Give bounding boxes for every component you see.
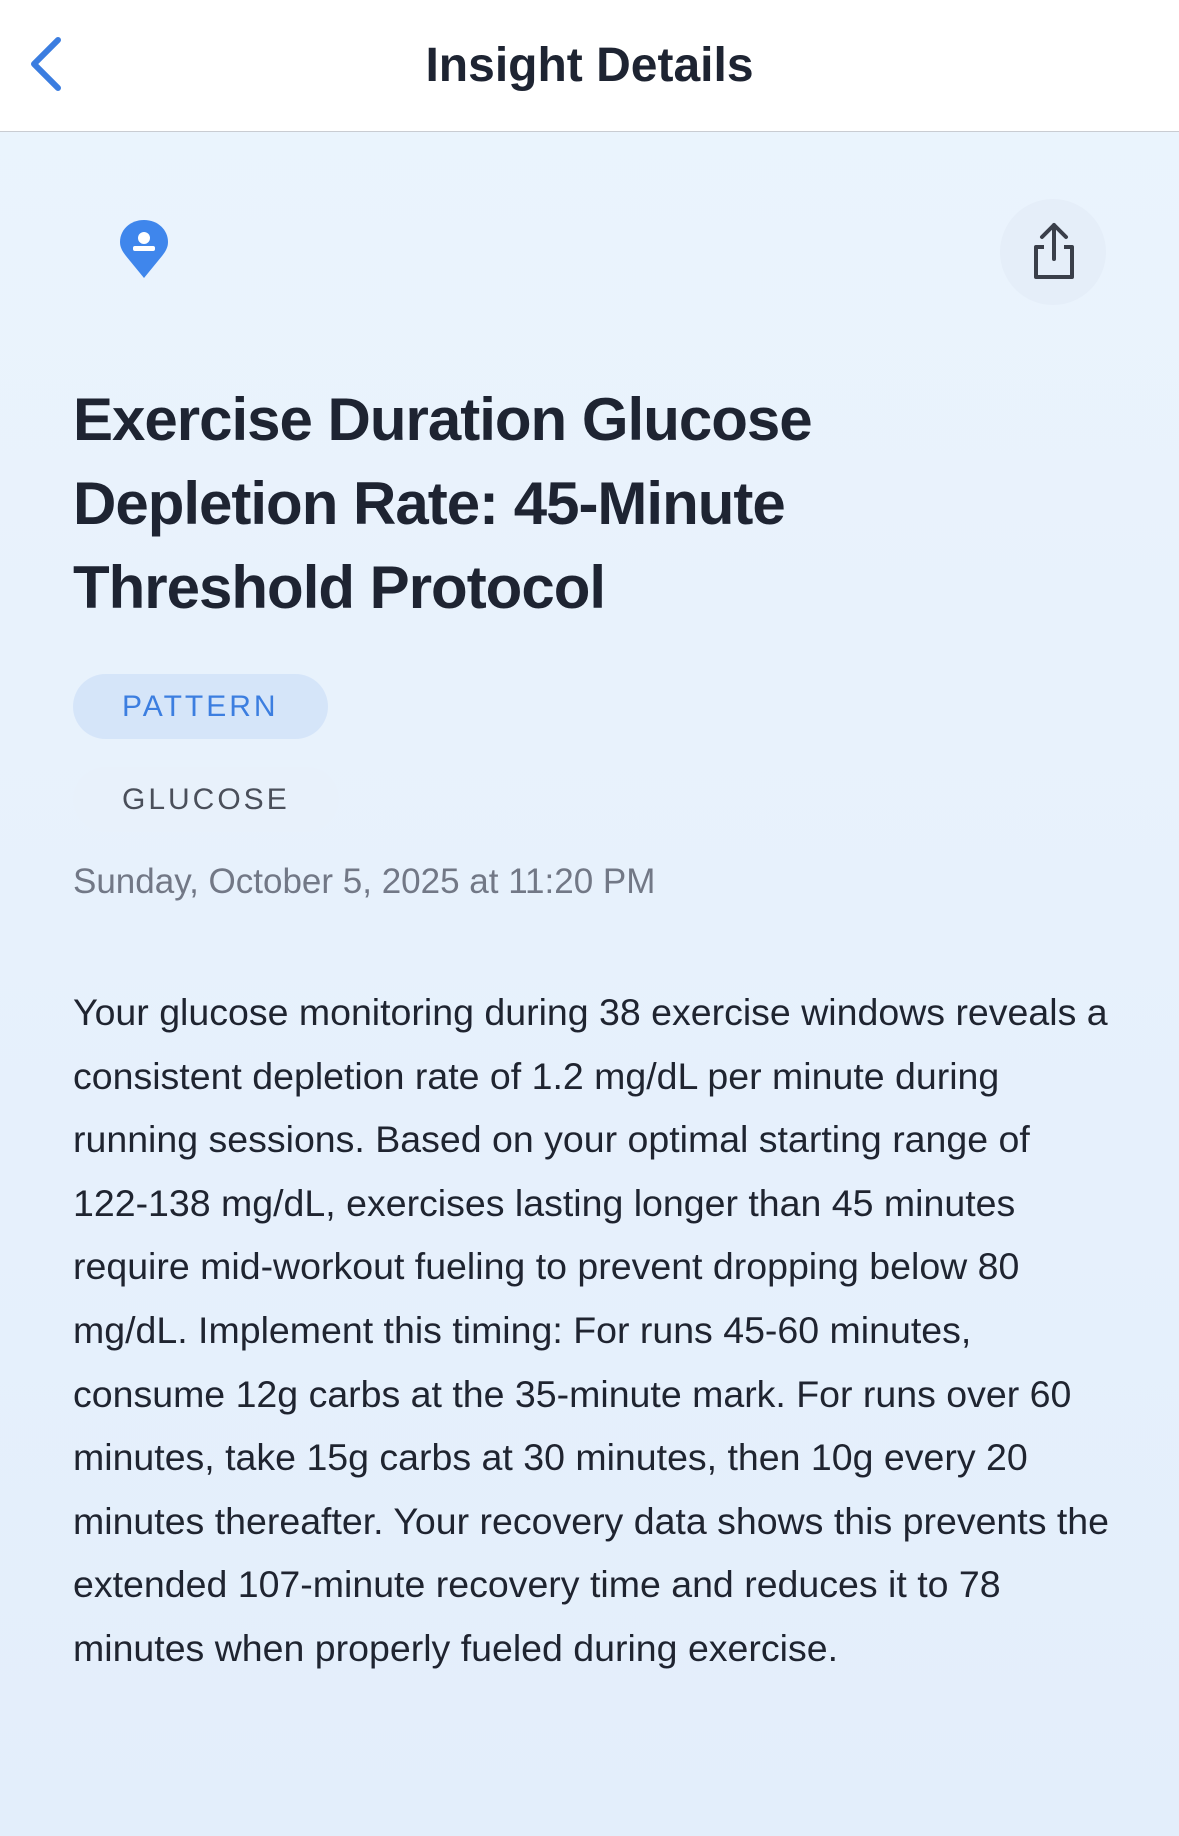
insight-body: Your glucose monitoring during 38 exerci… bbox=[73, 991, 1109, 1669]
insight-title: Exercise Duration Glucose Depletion Rate… bbox=[73, 386, 813, 621]
nav-title: Insight Details bbox=[425, 39, 754, 92]
back-button[interactable] bbox=[26, 34, 66, 94]
timestamp: Sunday, October 5, 2025 at 11:20 PM bbox=[73, 862, 656, 901]
nav-bar: Insight Details bbox=[0, 0, 1179, 132]
insight-icon bbox=[120, 220, 168, 278]
tag: PATTERN bbox=[73, 674, 328, 739]
tag: GLUCOSE bbox=[73, 767, 339, 832]
share-button[interactable] bbox=[1000, 199, 1106, 305]
